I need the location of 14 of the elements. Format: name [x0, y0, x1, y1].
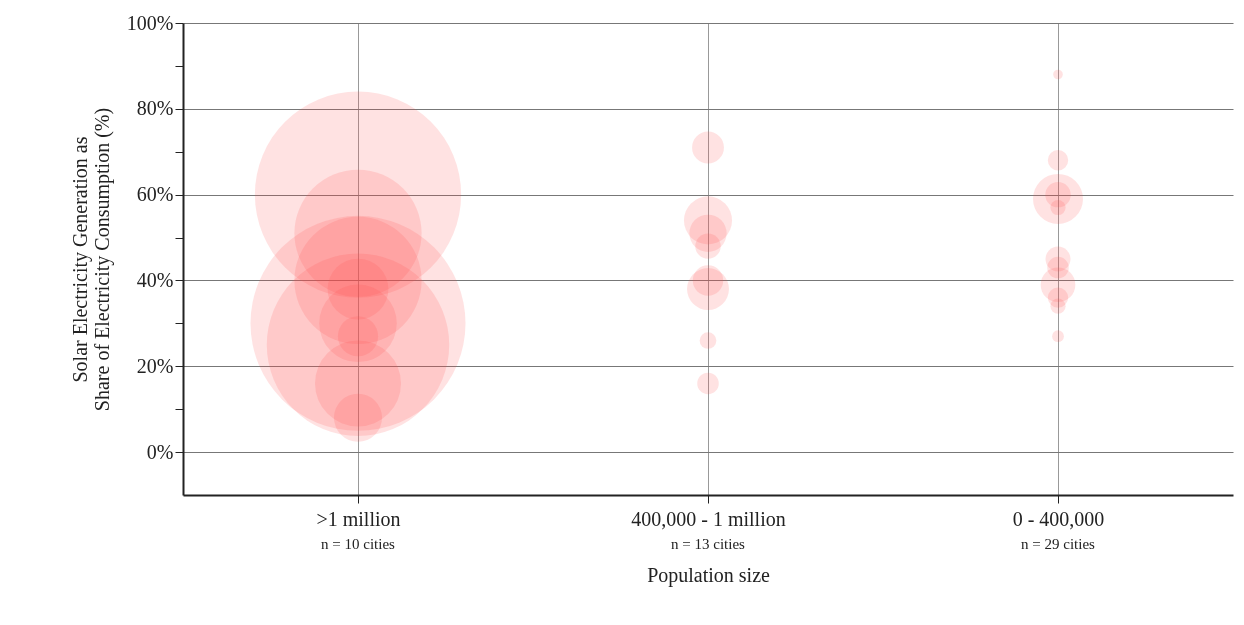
- x-axis-title: Population size: [647, 563, 770, 587]
- x-tick-label: 400,000 - 1 million: [631, 507, 786, 530]
- y-tick-label: 40%: [136, 268, 174, 291]
- y-axis-title: Solar Electricity Generation as Share of Electricity Consumption (%): [68, 107, 114, 412]
- y-tick-label: 0%: [146, 440, 174, 463]
- text: n = 13 cities: [671, 536, 746, 552]
- text: n = 10 cities: [321, 536, 396, 552]
- y-tick-label: 60%: [136, 183, 174, 206]
- y-tick-label: 80%: [136, 97, 174, 120]
- text: n = 29 cities: [1021, 536, 1096, 552]
- x-tick-label: >1 million: [316, 507, 401, 530]
- y-tick-label: 100%: [126, 11, 174, 34]
- x-tick-label: 0 - 400,000: [1012, 507, 1105, 530]
- y-tick-label: 20%: [136, 354, 174, 377]
